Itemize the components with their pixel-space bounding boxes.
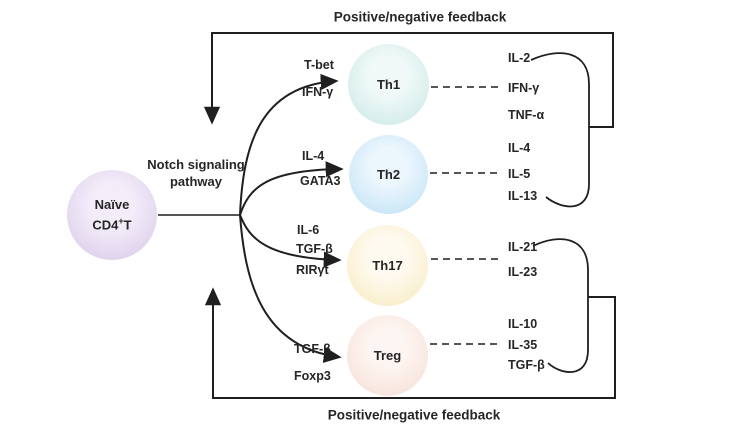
notch-pathway-label: Notch signaling pathway <box>147 156 245 190</box>
cell-treg: Treg <box>347 315 428 396</box>
bracket-top-group <box>530 52 590 208</box>
cell-treg-label: Treg <box>373 347 402 363</box>
factor-treg-foxp3: Foxp3 <box>294 369 331 383</box>
cytokine-treg-il35: IL-35 <box>508 338 538 352</box>
bracket-bottom-group <box>532 238 589 373</box>
cell-th1-label: Th1 <box>376 76 401 92</box>
factor-th17-tgfb: TGF-β <box>296 242 333 256</box>
cell-th2-label: Th2 <box>376 166 401 182</box>
cell-naive-line2: CD4+T <box>92 215 132 233</box>
notch-pathway-line2: pathway <box>169 174 222 189</box>
cell-naive-cd4t: Naïve CD4+T <box>67 170 157 260</box>
cell-naive-line1: Naïve <box>94 196 130 212</box>
cell-th17-label: Th17 <box>372 257 403 273</box>
cytokine-treg-tgfb: TGF-β <box>508 358 545 372</box>
cytokine-treg-il10: IL-10 <box>508 317 538 331</box>
factor-th2-gata3: GATA3 <box>300 174 341 188</box>
cell-th17: Th17 <box>347 225 428 306</box>
cytokine-th2-il5: IL-5 <box>508 167 531 181</box>
arrow-treg <box>239 214 342 364</box>
factor-th17-il6: IL-6 <box>297 223 320 237</box>
cytokine-th1-il2: IL-2 <box>508 51 531 65</box>
cytokine-th2-il13: IL-13 <box>508 189 538 203</box>
feedback-title-bottom: Positive/negative feedback <box>327 407 501 423</box>
factor-th1-ifng: IFN-γ <box>302 85 334 99</box>
cytokine-th2-il4: IL-4 <box>508 141 531 155</box>
arrow-th2 <box>239 161 344 216</box>
cell-th1: Th1 <box>348 44 429 125</box>
factor-th1-tbet: T-bet <box>304 58 334 72</box>
feedback-title-top: Positive/negative feedback <box>333 9 507 25</box>
cytokine-th17-il21: IL-21 <box>508 240 538 254</box>
factor-th2-il4: IL-4 <box>302 149 325 163</box>
feedback-loop-bottom <box>204 287 616 399</box>
factor-treg-tgfb: TGF-β <box>294 342 331 356</box>
notch-pathway-line1: Notch signaling <box>147 157 245 172</box>
arrow-th17 <box>239 214 342 268</box>
cell-th2: Th2 <box>349 135 428 214</box>
cytokine-th17-il23: IL-23 <box>508 265 538 279</box>
cytokine-th1-tnfa: TNF-α <box>508 108 545 122</box>
cytokine-th1-ifng: IFN-γ <box>508 81 540 95</box>
factor-th17-rirgt: RIRγt <box>296 263 329 277</box>
feedback-loop-top <box>203 32 614 128</box>
arrow-th1 <box>239 73 339 216</box>
